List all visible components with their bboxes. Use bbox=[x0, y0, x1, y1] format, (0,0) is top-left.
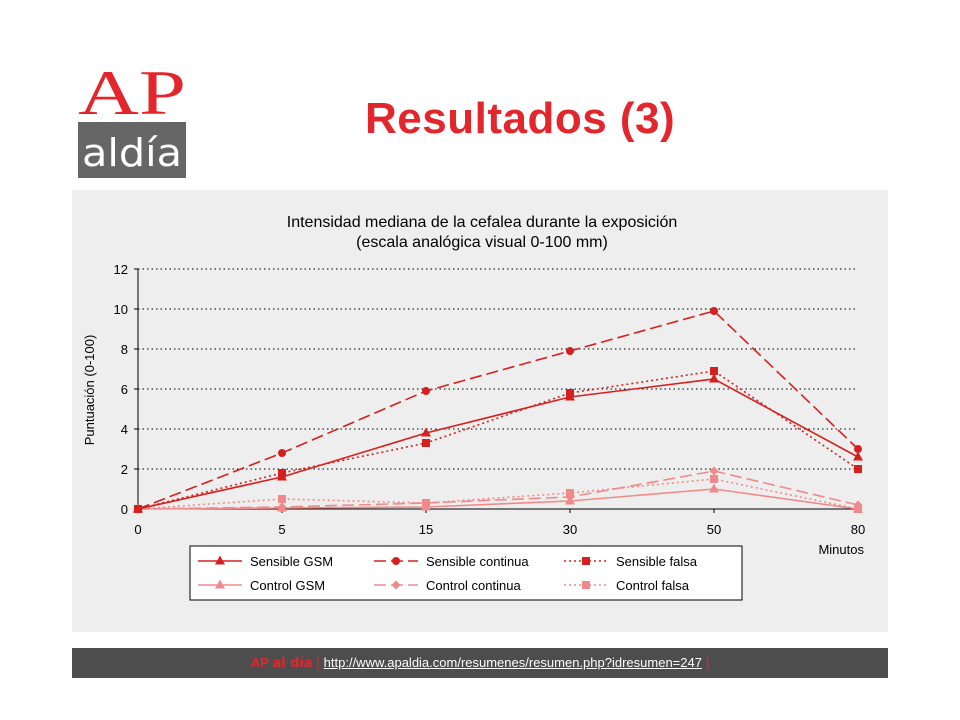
data-point-square bbox=[582, 581, 590, 589]
x-tick-label: 0 bbox=[134, 522, 141, 537]
series-sensible-continua bbox=[134, 307, 862, 513]
y-tick-label: 2 bbox=[121, 462, 128, 477]
data-point-circle bbox=[710, 307, 718, 315]
data-point-circle bbox=[566, 347, 574, 355]
legend-item: Sensible falsa bbox=[564, 554, 698, 569]
logo-aldia-box bbox=[78, 122, 186, 178]
ap-aldia-logo: AP aldía bbox=[78, 62, 186, 178]
legend-item: Control falsa bbox=[564, 578, 690, 593]
data-point-square bbox=[422, 439, 430, 447]
footer-bracket-close: ] bbox=[705, 655, 710, 670]
data-point-square bbox=[566, 389, 574, 397]
series-line bbox=[137, 370, 859, 510]
series-sensible-gsm bbox=[133, 373, 863, 513]
legend-label: Control falsa bbox=[616, 578, 690, 593]
data-point-square bbox=[854, 505, 862, 513]
logo-ap-text: AP bbox=[78, 62, 186, 128]
legend-item: Sensible GSM bbox=[198, 554, 333, 569]
x-tick-label: 15 bbox=[419, 522, 433, 537]
series-line bbox=[137, 478, 859, 510]
data-point-square bbox=[854, 465, 862, 473]
data-point-square bbox=[134, 505, 142, 513]
legend-item: Sensible continua bbox=[374, 554, 529, 569]
y-tick-label: 8 bbox=[121, 342, 128, 357]
series-line bbox=[137, 310, 859, 510]
data-point-diamond bbox=[391, 580, 401, 590]
data-point-triangle bbox=[215, 579, 225, 589]
footer-url-link[interactable]: http://www.apaldia.com/resumenes/resumen… bbox=[323, 655, 702, 670]
data-point-triangle bbox=[421, 427, 431, 437]
y-tick-label: 6 bbox=[121, 382, 128, 397]
chart-title: Intensidad mediana de la cefalea durante… bbox=[287, 214, 678, 231]
legend-box bbox=[189, 545, 743, 601]
footer-bar: AP al día [ http://www.apaldia.com/resum… bbox=[72, 648, 888, 678]
footer-bracket-open: [ bbox=[316, 655, 321, 670]
chart-panel: Intensidad mediana de la cefalea durante… bbox=[72, 190, 888, 632]
series-line bbox=[137, 488, 859, 510]
series-sensible-falsa bbox=[134, 367, 862, 513]
data-point-circle bbox=[422, 387, 430, 395]
logo-aldia-text: aldía bbox=[82, 131, 182, 175]
data-point-circle bbox=[854, 445, 862, 453]
x-tick-label: 5 bbox=[278, 522, 285, 537]
data-point-square bbox=[582, 557, 590, 565]
y-tick-label: 12 bbox=[114, 262, 128, 277]
line-chart: Intensidad mediana de la cefalea durante… bbox=[82, 214, 865, 601]
y-tick-label: 0 bbox=[121, 502, 128, 517]
data-point-circle bbox=[392, 557, 400, 565]
series-line bbox=[137, 378, 859, 510]
data-point-diamond bbox=[709, 466, 719, 476]
data-point-diamond bbox=[277, 502, 287, 512]
series-line bbox=[137, 470, 859, 510]
legend-item: Control GSM bbox=[198, 578, 325, 593]
data-point-triangle bbox=[709, 483, 719, 493]
legend-label: Sensible GSM bbox=[250, 554, 333, 569]
legend-item: Control continua bbox=[374, 578, 521, 593]
x-axis-label: Minutos bbox=[818, 542, 864, 557]
footer-brand-ap: AP bbox=[250, 655, 269, 670]
x-tick-label: 50 bbox=[707, 522, 721, 537]
y-tick-label: 10 bbox=[114, 302, 128, 317]
chart-legend: Sensible GSM Sensible continua Sensible fa… bbox=[189, 545, 743, 601]
data-point-triangle bbox=[709, 373, 719, 383]
data-point-triangle bbox=[853, 451, 863, 461]
data-point-square bbox=[566, 489, 574, 497]
legend-label: Control GSM bbox=[250, 578, 325, 593]
data-point-circle bbox=[278, 449, 286, 457]
x-tick-label: 80 bbox=[851, 522, 865, 537]
legend-label: Sensible continua bbox=[426, 554, 529, 569]
series-control-continua bbox=[133, 466, 863, 514]
data-point-square bbox=[710, 475, 718, 483]
data-point-triangle bbox=[215, 555, 225, 565]
data-point-square bbox=[278, 469, 286, 477]
page-title: Resultados (3) bbox=[365, 94, 676, 143]
chart-subtitle: (escala analógica visual 0-100 mm) bbox=[356, 234, 608, 251]
y-tick-label: 4 bbox=[121, 422, 128, 437]
legend-label: Control continua bbox=[426, 578, 521, 593]
data-point-square bbox=[422, 499, 430, 507]
legend-label: Sensible falsa bbox=[616, 554, 698, 569]
data-point-square bbox=[278, 495, 286, 503]
y-axis-label: Puntuación (0-100) bbox=[82, 335, 97, 446]
footer-brand-aldia: al día bbox=[272, 656, 313, 671]
data-point-square bbox=[710, 367, 718, 375]
x-tick-label: 30 bbox=[563, 522, 577, 537]
